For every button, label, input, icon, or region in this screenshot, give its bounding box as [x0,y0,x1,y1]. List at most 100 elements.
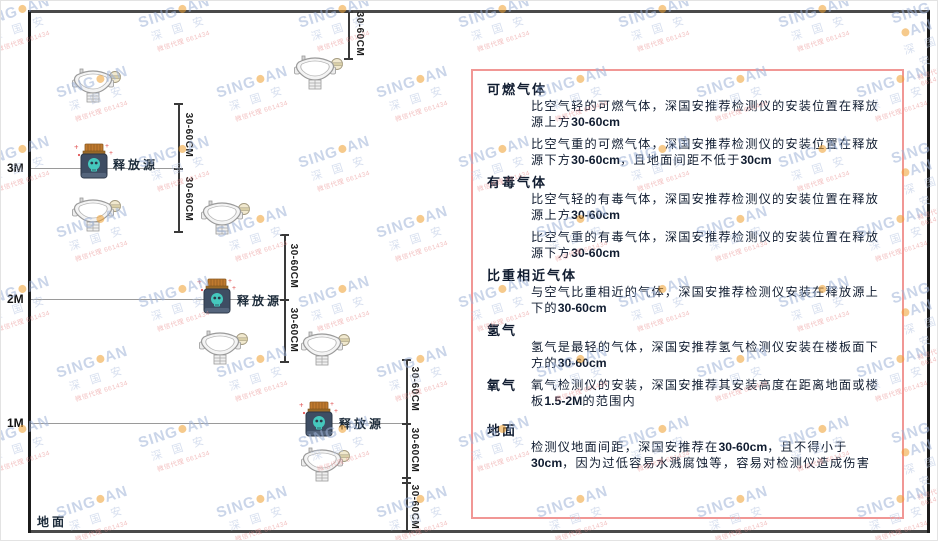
watermark-text: SING [296,2,341,32]
watermark-chinese-text: 深 国 安 [309,294,370,324]
section-paragraph: 与空气比重相近的气体，深国安推荐检测仪安装在释放源上下的30-60cm [531,285,888,316]
watermark-text: AN [422,342,451,367]
gas-detector-icon [71,65,121,108]
panel-section: 地面 检测仪地面间距，深国安推荐在30-60cm，且不得小于 30cm，因为过低容易… [487,423,888,471]
scale-label-2m: 2M [7,292,24,306]
svg-text:+: + [197,278,202,287]
measurement-value: 30-60cm [571,152,620,167]
brand-dot-icon [337,144,348,155]
measurement-value: 30-60cm [571,207,620,222]
dim-tick [174,103,183,105]
watermark-text: AN [262,482,291,507]
brand-dot-icon [415,74,426,85]
section-heading: 氧气 [487,378,518,393]
release-source-icon: + + + [72,141,116,188]
watermark-text: SING [616,2,661,32]
watermark-text: AN [102,482,131,507]
brand-dot-icon [337,284,348,295]
watermark-text: AN [422,202,451,227]
brand-dot-icon [899,27,911,38]
floor-line [28,530,930,533]
watermark-contact-text: 微信代理 661434 [74,239,129,264]
watermark-text: AN [184,412,213,437]
paragraph-text: ，且不得小于 [767,440,848,454]
release-source-label: 释放源 [237,294,283,308]
section-paragraph: 比空气轻的有毒气体，深国安推荐检测仪的安装位置在释放源上方30-60cm [531,192,888,223]
paragraph-text: ，因为过低容易水溅腐蚀等，容易对检测仪造成伤害 [562,455,871,470]
watermark-contact-text: 微信代理 661434 [74,519,129,541]
section-heading: 氢气 [487,323,518,338]
watermark-contact-text: 微信代理 661434 [394,239,449,264]
watermark-text: SING [776,2,821,32]
watermark-text: SING [136,422,181,452]
dim-tick [402,530,411,532]
dim-tick [280,299,289,301]
brand-dot-icon [255,214,266,225]
watermark-chinese-text: 深 国 安 [309,14,370,44]
ceiling-line [28,10,930,13]
watermark-text: AN [902,202,931,227]
dim-tick [174,231,183,233]
watermark-chinese-text: 深 国 安 [902,174,938,210]
watermark-text: AN [902,482,931,507]
dim-tick [344,11,353,13]
dimension-line-ceiling [348,11,350,59]
watermark-text: AN [907,435,936,460]
watermark-text: AN [184,0,213,17]
watermark-text: AN [907,295,936,320]
measurement-value: 30cm [740,152,772,167]
watermark-contact-text: 微信代理 661434 [234,519,289,541]
panel-section: 可燃气体 比空气轻的可燃气体，深国安推荐检测仪的安装位置在释放源上方30-60cm… [487,82,888,168]
watermark-text: SING [214,492,259,522]
paragraph-text: 比空气轻的有毒气体，深国安推荐检测仪的安装位置在释放源上方 [531,192,880,222]
watermark-chinese-text: 深 国 安 [469,14,530,44]
panel-section: 比重相近气体 与空气比重相近的气体，深国安推荐检测仪安装在释放源上下的30-60c… [487,268,888,316]
gas-detector-icon [200,197,250,240]
svg-text:+: + [330,400,334,408]
watermark-contact-text: 微信代理 661434 [394,99,449,124]
brand-dot-icon [177,424,188,435]
section-heading: 可燃气体 [487,82,548,97]
dim-tick [402,423,411,425]
watermark-chinese-text: 深 国 安 [902,314,938,350]
watermark-text: AN [824,0,853,17]
watermark-text: SING [374,212,419,242]
watermark-text: SING [0,2,21,32]
ref-line-1m [31,423,406,424]
watermark-chinese-text: 深 国 安 [387,84,448,114]
watermark-text: AN [422,482,451,507]
watermark-contact-text: 微信代理 661434 [156,29,211,54]
measurement-value: 30-60cm [571,245,620,260]
ground-label: 地面 [37,515,68,529]
watermark-chinese-text: 深 国 安 [309,154,370,184]
left-wall-line [28,10,31,533]
section-paragraph: 比空气重的可燃气体，深国安推荐检测仪的安装位置在释放源下方30-60cm，且地面… [531,137,888,168]
panel-section: 有毒气体 比空气轻的有毒气体，深国安推荐检测仪的安装位置在释放源上方30-60cm… [487,175,888,261]
gas-detector-icon [293,52,343,95]
scale-label-3m: 3M [7,161,24,175]
dimension-label: 30-60CM [288,307,299,353]
paragraph-text: 的范围内 [582,393,636,408]
section-paragraph: 氧气检测仪的安装，深国安推荐其安装高度在距离地面或楼板1.5-2M的范围内 [531,378,888,409]
svg-text:+: + [232,284,236,292]
watermark-chinese-text: 深 国 安 [149,14,210,44]
brand-dot-icon [95,494,106,505]
watermark-text: AN [344,272,373,297]
watermark-text: AN [902,342,931,367]
watermark-text: SING [136,2,181,32]
svg-text:+: + [105,142,109,150]
dimension-label: 30-60CM [288,243,299,289]
paragraph-text: 检测仪地面间距，深国安推荐在 [531,440,719,454]
dim-tick [280,361,289,363]
watermark-chinese-text: 深 国 安 [67,364,128,394]
watermark-chinese-text: 深 国 安 [227,84,288,114]
